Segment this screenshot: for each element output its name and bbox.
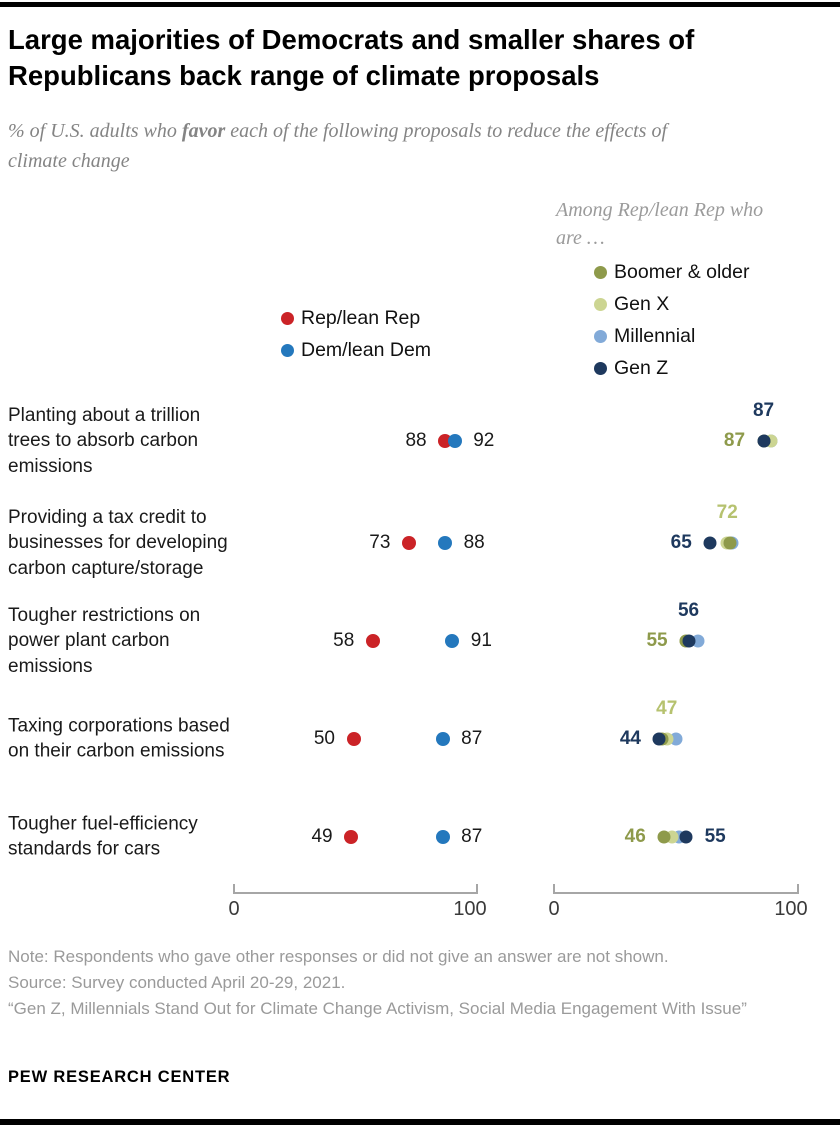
party-legend: Rep/lean Rep Dem/lean Dem [281, 307, 431, 371]
generation-legend-item-dot-boomer-icon [594, 266, 607, 279]
generation-legend-item-dot-genx-icon [594, 298, 607, 311]
generation-dot-genz-icon [652, 732, 666, 746]
generation-dot-genz-icon [679, 830, 693, 844]
dem-dot-icon [445, 634, 460, 648]
generation-value-label-genz: 55 [704, 826, 726, 847]
chart-row: Tougher restrictions on power plant carb… [0, 591, 840, 691]
generation-dot-millennial-icon [691, 634, 705, 648]
rep-value-label: 73 [369, 532, 391, 553]
rep-dot-icon [401, 536, 416, 550]
generation-value-label-boomer: 87 [723, 430, 746, 451]
subtitle-suffix: each of the following proposals to reduc… [8, 120, 668, 172]
rep-value-label: 49 [311, 826, 333, 847]
report-title-line: “Gen Z, Millennials Stand Out for Climat… [8, 999, 747, 1018]
rep-dot-icon [365, 634, 380, 648]
right-axis [553, 884, 799, 894]
dem-dot-icon [435, 830, 450, 844]
generation-dot-genz-icon [757, 434, 771, 448]
generation-value-label-genz: 44 [619, 728, 641, 749]
left-axis-max-label: 100 [453, 898, 487, 920]
pew-wordmark: PEW RESEARCH CENTER [8, 1068, 231, 1086]
generation-legend-item-genz: Gen Z [594, 357, 749, 380]
party-legend-item-dot-dem-icon [281, 344, 294, 357]
party-legend-item-label-rep: Rep/lean Rep [301, 307, 421, 329]
chart-row: Tougher fuel-efficiency standards for ca… [0, 787, 840, 887]
subtitle-prefix: % of U.S. adults who [8, 120, 182, 142]
generation-value-label-genx: 72 [716, 502, 738, 523]
rep-value-label: 50 [313, 728, 335, 749]
dem-dot-icon [435, 732, 450, 746]
generation-value-label-genx: 47 [656, 698, 678, 719]
generation-dot-boomer-icon [723, 536, 737, 550]
category-label: Providing a tax credit to businesses for… [8, 507, 228, 579]
generation-value-label-genz: 65 [670, 532, 692, 553]
source-line: Source: Survey conducted April 20-29, 20… [8, 973, 346, 992]
left-axis-min-label: 0 [228, 898, 240, 920]
generation-value-label-boomer: 55 [646, 630, 668, 651]
page-title: Large majorities of Democrats and smalle… [8, 24, 695, 92]
dem-value-label: 91 [470, 630, 492, 651]
category-label: Tougher fuel-efficiency standards for ca… [8, 813, 198, 860]
right-chart-header: Among Rep/lean Rep who are … [556, 199, 764, 249]
generation-value-label-genz: 56 [677, 600, 700, 621]
category-label: Taxing corporations based on their carbo… [8, 715, 230, 762]
party-legend-item-dem: Dem/lean Dem [281, 339, 431, 362]
dem-dot-icon [447, 434, 462, 448]
generation-legend-item-label-millennial: Millennial [614, 325, 696, 347]
left-axis [233, 884, 478, 894]
chart-row: Planting about a trillion trees to absor… [0, 391, 840, 491]
party-legend-item-dot-rep-icon [281, 312, 294, 325]
generation-value-label-boomer: 46 [624, 826, 646, 847]
rep-dot-icon [344, 830, 359, 844]
footnotes: Note: Respondents who gave other respons… [8, 944, 792, 1022]
generation-legend: Boomer & older Gen X Millennial Gen Z [594, 261, 749, 389]
dem-value-label: 92 [473, 430, 495, 451]
rep-dot-icon [346, 732, 361, 746]
generation-dot-genz-icon [703, 536, 717, 550]
generation-legend-item-genx: Gen X [594, 293, 749, 316]
top-rule [0, 2, 840, 7]
subtitle-emphasis: favor [181, 120, 226, 142]
category-label: Planting about a trillion trees to absor… [8, 405, 201, 477]
chart-subtitle: % of U.S. adults who favor each of the f… [8, 116, 708, 176]
bottom-rule [0, 1119, 840, 1125]
generation-dot-boomer-icon [657, 830, 671, 844]
generation-value-label-genz: 87 [752, 400, 775, 421]
generation-legend-item-millennial: Millennial [594, 325, 749, 348]
party-legend-item-rep: Rep/lean Rep [281, 307, 431, 330]
right-axis-max-label: 100 [774, 898, 808, 920]
generation-legend-item-dot-millennial-icon [594, 330, 607, 343]
right-axis-min-label: 0 [548, 898, 560, 920]
generation-dot-millennial-icon [669, 732, 683, 746]
dem-value-label: 87 [461, 728, 483, 749]
rep-value-label: 58 [333, 630, 355, 651]
generation-legend-item-label-boomer: Boomer & older [614, 261, 750, 283]
generation-legend-item-dot-genz-icon [594, 362, 607, 375]
generation-legend-item-label-genx: Gen X [614, 293, 670, 315]
dem-value-label: 88 [463, 532, 485, 553]
note-line: Note: Respondents who gave other respons… [8, 947, 669, 966]
party-legend-item-label-dem: Dem/lean Dem [301, 339, 432, 361]
chart-row: Providing a tax credit to businesses for… [0, 493, 840, 593]
dem-value-label: 87 [461, 826, 483, 847]
generation-legend-item-label-genz: Gen Z [614, 357, 669, 379]
category-label: Tougher restrictions on power plant carb… [8, 605, 201, 677]
generation-dot-genz-icon [682, 634, 696, 648]
rep-value-label: 88 [405, 430, 427, 451]
generation-legend-item-boomer: Boomer & older [594, 261, 749, 284]
dem-dot-icon [438, 536, 453, 550]
chart-row: Taxing corporations based on their carbo… [0, 689, 840, 789]
